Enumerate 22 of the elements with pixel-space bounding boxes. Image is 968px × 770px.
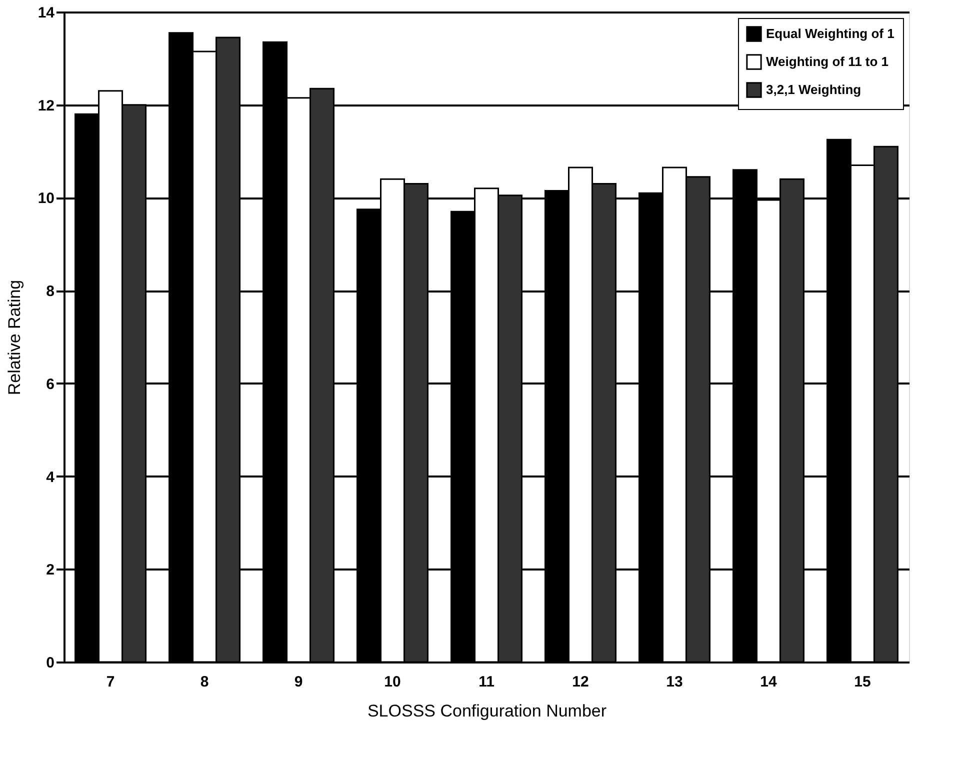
x-tick-label: 8 <box>200 674 209 690</box>
y-tick-label: 0 <box>46 654 54 672</box>
x-tick-label: 12 <box>572 674 589 690</box>
y-axis-title: Relative Rating <box>4 280 24 396</box>
x-tick-label: 15 <box>854 674 871 690</box>
y-tick-label: 14 <box>38 4 56 22</box>
legend-label: Equal Weighting of 1 <box>766 26 894 41</box>
x-tick-label: 9 <box>294 674 303 690</box>
x-tick-label: 13 <box>666 674 683 690</box>
y-tick-label: 2 <box>46 562 54 579</box>
x-axis-title: SLOSSS Configuration Number <box>367 702 607 720</box>
x-tick-label: 14 <box>760 674 778 690</box>
y-tick-label: 12 <box>38 97 54 114</box>
legend-label: 3,2,1 Weighting <box>766 82 862 97</box>
y-tick-label: 8 <box>46 283 54 300</box>
x-tick-label: 10 <box>384 674 401 690</box>
x-tick-label: 7 <box>106 674 115 690</box>
y-tick-label: 10 <box>38 190 54 208</box>
y-tick-label: 6 <box>46 376 54 393</box>
x-tick-label: 11 <box>478 674 494 690</box>
legend-label: Weighting of 11 to 1 <box>766 54 889 69</box>
y-tick-label: 4 <box>46 468 56 486</box>
